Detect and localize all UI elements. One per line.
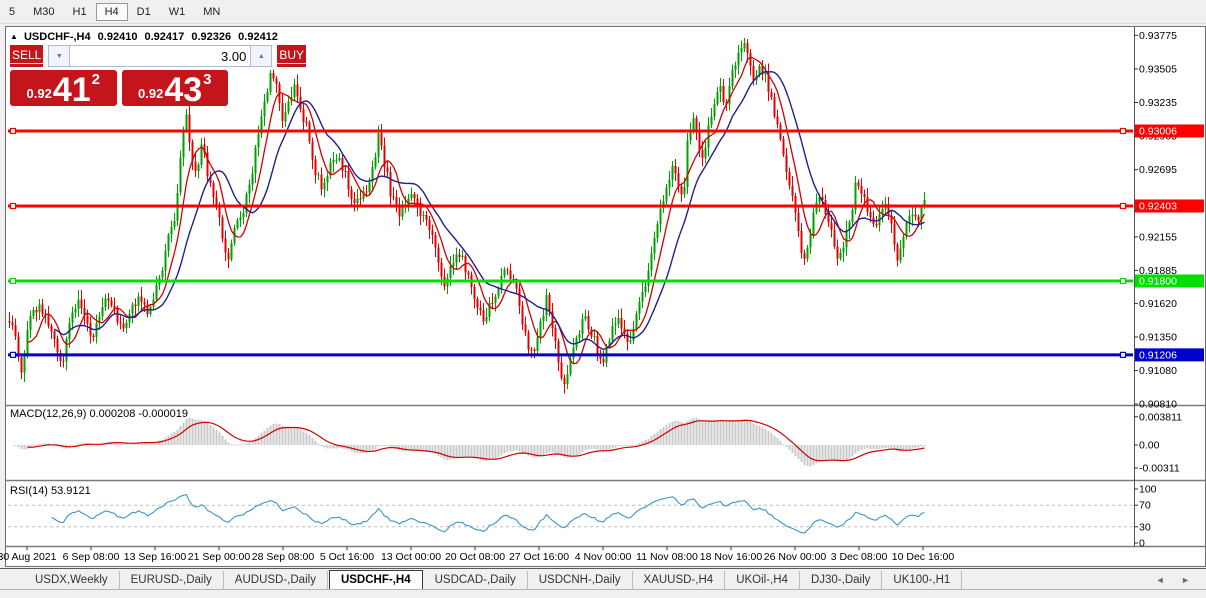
svg-text:26 Nov 00:00: 26 Nov 00:00 [764,551,827,563]
one-click-trading-panel: SELL ▼ ▲ BUY 0.92 41 2 0.92 43 3 [10,45,307,109]
timeframe-d1[interactable]: D1 [136,5,151,18]
timeframe-m5[interactable]: 5 [9,5,16,18]
svg-text:0.92695: 0.92695 [1139,164,1177,176]
tab-usdcad-daily[interactable]: USDCAD-,Daily [424,570,528,589]
svg-text:13 Sep 16:00: 13 Sep 16:00 [124,551,187,563]
svg-text:0.92155: 0.92155 [1139,231,1177,243]
svg-text:0.91080: 0.91080 [1139,365,1177,377]
timeframe-w1[interactable]: W1 [168,5,186,18]
svg-text:5 Oct 16:00: 5 Oct 16:00 [320,551,374,563]
collapse-triangle-icon: ▲ [10,32,18,41]
svg-text:0.93235: 0.93235 [1139,97,1177,109]
buy-price-prefix: 0.92 [138,86,164,101]
svg-text:0: 0 [1139,538,1145,550]
timeframe-toolbar: 5 M30 H1 H4 D1 W1 MN [0,0,1206,24]
svg-text:0.91800: 0.91800 [1139,275,1177,287]
rsi-label: RSI(14) 53.9121 [10,485,91,497]
timeframe-h1[interactable]: H1 [72,5,87,18]
svg-text:100: 100 [1139,484,1157,496]
sell-price-prefix: 0.92 [26,86,52,101]
svg-text:27 Oct 16:00: 27 Oct 16:00 [509,551,569,563]
chevron-up-icon: ▲ [257,52,265,60]
tab-scroll-arrows: ◄ ► [1142,575,1190,585]
svg-text:18 Nov 16:00: 18 Nov 16:00 [700,551,763,563]
svg-text:0.92403: 0.92403 [1139,200,1177,212]
ohlc-low: 0.92326 [191,31,232,43]
svg-text:0.90810: 0.90810 [1139,399,1177,411]
svg-text:20 Oct 08:00: 20 Oct 08:00 [445,551,505,563]
svg-text:6 Sep 08:00: 6 Sep 08:00 [63,551,120,563]
svg-text:0.91885: 0.91885 [1139,265,1177,277]
svg-text:13 Oct 00:00: 13 Oct 00:00 [381,551,441,563]
chart-tabbar: USDX,Weekly EURUSD-,Daily AUDUSD-,Daily … [0,568,1206,590]
buy-price-big: 43 [164,71,203,109]
buy-button-label: BUY [277,48,307,64]
svg-text:30 Aug 2021: 30 Aug 2021 [0,551,57,563]
svg-text:0.91206: 0.91206 [1139,349,1177,361]
timeframe-m30[interactable]: M30 [33,5,55,18]
tab-scroll-right-icon[interactable]: ► [1181,574,1190,585]
svg-text:4 Nov 00:00: 4 Nov 00:00 [575,551,632,563]
timeframe-mn[interactable]: MN [203,5,221,18]
tab-usdchf-h4[interactable]: USDCHF-,H4 [328,569,423,590]
tab-xauusd-h4[interactable]: XAUUSD-,H4 [633,570,726,589]
buy-price-display[interactable]: 0.92 43 3 [121,70,228,109]
macd-label: MACD(12,26,9) 0.000208 -0.000019 [10,408,188,420]
ohlc-close: 0.92412 [238,31,278,43]
status-bar [0,589,1206,598]
tab-eurusd-daily[interactable]: EURUSD-,Daily [120,570,224,589]
sell-button-label: SELL [10,48,44,64]
volume-increase-button[interactable]: ▲ [250,45,273,67]
buy-price-sup: 3 [203,71,212,88]
svg-text:3 Dec 08:00: 3 Dec 08:00 [831,551,888,563]
svg-text:0.00: 0.00 [1139,440,1160,452]
svg-text:21 Sep 00:00: 21 Sep 00:00 [188,551,251,563]
sell-price-big: 41 [52,71,91,109]
tab-usdx-weekly[interactable]: USDX,Weekly [24,570,120,589]
svg-text:30: 30 [1139,521,1151,533]
svg-text:0.93775: 0.93775 [1139,30,1177,42]
tab-uk100-h1[interactable]: UK100-,H1 [882,570,963,589]
volume-spinner: ▼ ▲ [48,45,273,67]
tab-ukoil-h4[interactable]: UKOil-,H4 [725,570,800,589]
svg-text:0.91620: 0.91620 [1139,298,1177,310]
buy-button[interactable]: BUY [277,45,307,67]
sell-button[interactable]: SELL [10,45,44,67]
svg-text:11 Nov 08:00: 11 Nov 08:00 [636,551,698,563]
svg-text:28 Sep 08:00: 28 Sep 08:00 [252,551,315,563]
svg-text:70: 70 [1139,500,1151,512]
svg-text:0.91350: 0.91350 [1139,331,1177,343]
tab-audusd-daily[interactable]: AUDUSD-,Daily [224,570,328,589]
ohlc-high: 0.92417 [144,31,185,43]
tab-usdcnh-daily[interactable]: USDCNH-,Daily [528,570,633,589]
volume-input[interactable] [70,45,251,67]
sell-price-display[interactable]: 0.92 41 2 [10,70,117,109]
chart-title: ▲ USDCHF-,H4 0.92410 0.92417 0.92326 0.9… [10,31,282,43]
tab-scroll-left-icon[interactable]: ◄ [1155,574,1165,585]
timeframe-h4[interactable]: H4 [95,2,128,21]
sell-price-sup: 2 [91,71,100,88]
svg-text:-0.00311: -0.00311 [1139,463,1180,475]
svg-text:0.93006: 0.93006 [1139,125,1177,137]
volume-decrease-button[interactable]: ▼ [48,45,71,67]
tab-dj30-daily[interactable]: DJ30-,Daily [800,570,883,589]
svg-text:0.93505: 0.93505 [1139,63,1177,75]
svg-text:10 Dec 16:00: 10 Dec 16:00 [892,551,955,563]
svg-text:0.003811: 0.003811 [1139,411,1182,423]
symbol-period-label: USDCHF-,H4 [23,31,91,43]
chevron-down-icon: ▼ [55,52,63,60]
ohlc-open: 0.92410 [97,31,138,43]
